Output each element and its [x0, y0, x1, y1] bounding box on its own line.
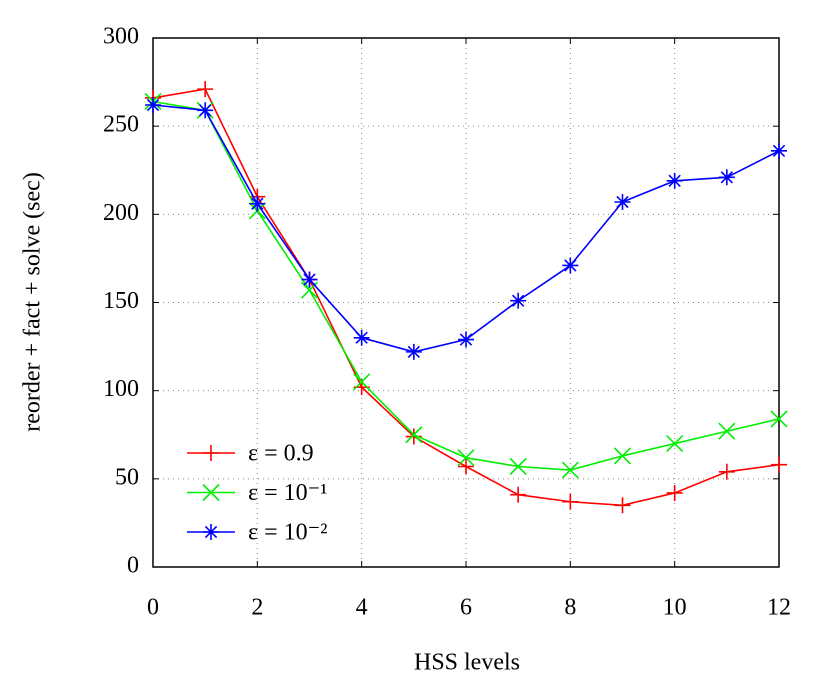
marker [203, 524, 219, 540]
y-tick-label: 150 [103, 288, 139, 314]
legend-label: ε = 10⁻² [248, 520, 327, 546]
x-tick-label: 4 [356, 595, 368, 621]
legend-label: ε = 10⁻¹ [248, 480, 327, 506]
marker [718, 169, 735, 186]
legend-label: ε = 0.9 [248, 441, 314, 467]
marker [771, 142, 787, 159]
marker [353, 329, 370, 346]
y-tick-label: 250 [103, 112, 139, 138]
x-tick-label: 10 [663, 595, 687, 621]
marker [145, 97, 161, 114]
marker [666, 484, 683, 501]
y-tick-label: 300 [103, 24, 139, 50]
plot-frame [152, 37, 780, 568]
marker [405, 343, 422, 360]
marker [770, 410, 788, 428]
marker [197, 102, 214, 119]
marker [457, 449, 475, 467]
y-tick-label: 100 [103, 376, 139, 402]
marker [561, 461, 579, 479]
marker [771, 456, 787, 473]
x-tick-label: 0 [147, 595, 159, 621]
marker [613, 447, 632, 465]
marker [510, 292, 527, 309]
x-tick-label: 12 [767, 595, 791, 621]
marker [718, 463, 735, 480]
x-tick-label: 2 [251, 595, 263, 621]
marker [458, 331, 474, 348]
marker [718, 422, 736, 440]
marker [562, 493, 579, 510]
marker [666, 435, 684, 453]
marker [509, 457, 527, 476]
marker [197, 81, 214, 98]
marker [203, 445, 219, 461]
y-tick-label: 50 [115, 464, 139, 490]
marker [614, 193, 631, 210]
x-tick-label: 6 [460, 595, 472, 621]
x-tick-label: 8 [564, 595, 576, 621]
marker [666, 172, 683, 189]
series-line [152, 88, 780, 507]
marker [562, 257, 579, 274]
marker [301, 271, 318, 288]
marker [202, 483, 220, 502]
x-axis-label: HSS levels [414, 650, 520, 676]
marker [405, 426, 423, 444]
y-tick-label: 0 [127, 553, 139, 579]
marker [353, 373, 371, 391]
marker [614, 497, 631, 514]
series-line [152, 100, 780, 471]
y-tick-label: 200 [103, 200, 139, 226]
marker [510, 486, 527, 503]
marker [458, 458, 474, 475]
marker [249, 195, 266, 212]
y-axis-label: reorder + fact + solve (sec) [20, 172, 46, 432]
